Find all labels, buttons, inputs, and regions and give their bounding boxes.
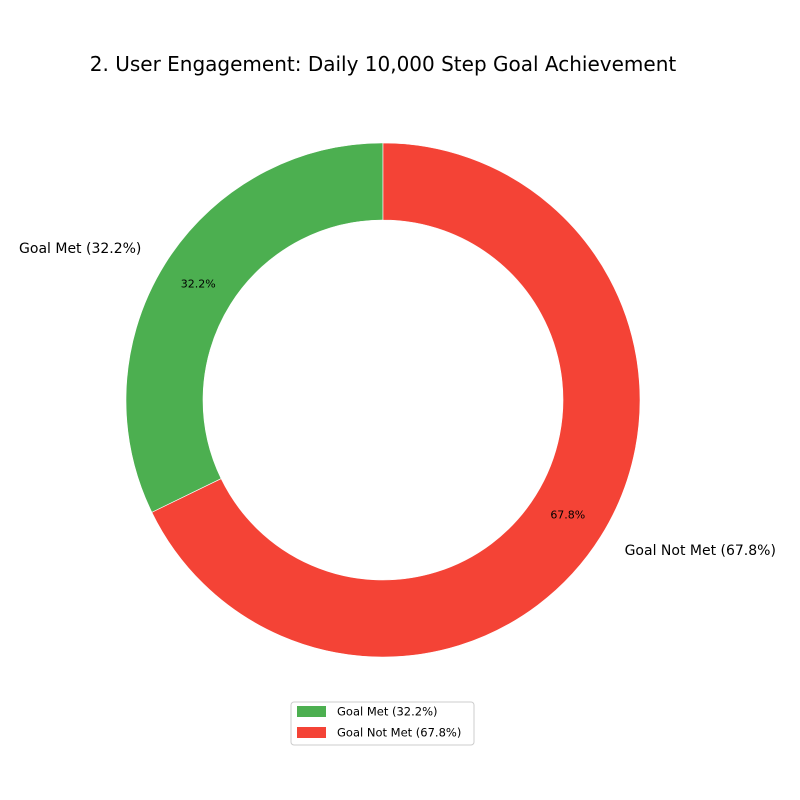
legend-label-2: Goal Not Met (67.8%) — [337, 726, 461, 740]
donut-slice-2 — [151, 142, 641, 658]
legend-swatch-1 — [297, 706, 326, 717]
slice-outer-label-2: Goal Not Met (67.8%) — [625, 543, 776, 559]
legend-items: Goal Met (32.2%) Goal Not Met (67.8%) — [297, 705, 461, 740]
slice-outer-label-1: Goal Met (32.2%) — [19, 241, 141, 257]
legend-label-1: Goal Met (32.2%) — [337, 705, 438, 719]
donut-slices — [125, 142, 641, 658]
legend-swatch-2 — [297, 727, 326, 738]
chart-title: 2. User Engagement: Daily 10,000 Step Go… — [90, 52, 677, 76]
donut-slice-1 — [125, 142, 384, 513]
slice-percent-label-1: 32.2% — [181, 277, 216, 290]
slice-percent-label-2: 67.8% — [550, 509, 585, 522]
slice-labels: 32.2% Goal Met (32.2%) 67.8% Goal Not Met (… — [19, 241, 776, 559]
chart-legend: Goal Met (32.2%) Goal Not Met (67.8%) — [290, 701, 475, 746]
legend-frame — [290, 701, 475, 746]
